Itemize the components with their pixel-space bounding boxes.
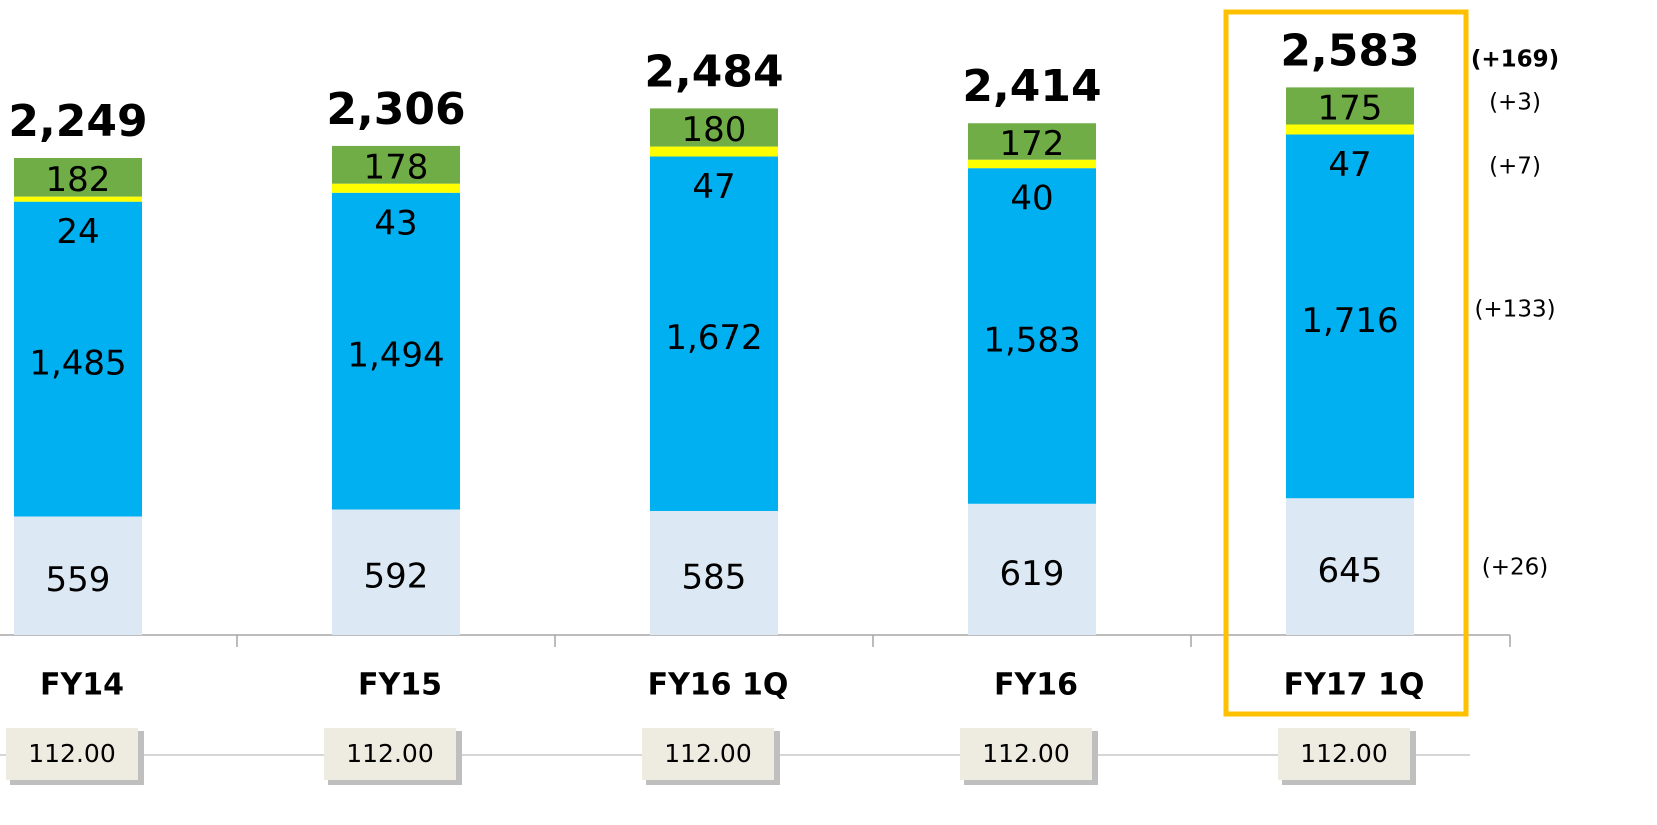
highlight-box — [1223, 9, 1469, 717]
change-label: (+26) — [1482, 555, 1548, 581]
rate-box — [324, 728, 456, 780]
x-tick-label: FY16 — [994, 668, 1078, 703]
bar-segment — [1286, 124, 1414, 135]
total-label: 2,583 — [1280, 25, 1419, 76]
segment-label: 1,485 — [29, 344, 126, 384]
rate-box — [642, 728, 774, 780]
x-tick-label: FY17 1Q — [1284, 668, 1425, 703]
change-label: (+169) — [1471, 47, 1559, 73]
segment-label: 178 — [364, 147, 429, 187]
segment-label: 592 — [364, 557, 429, 597]
bar-segment — [1286, 498, 1414, 635]
segment-label: 559 — [46, 560, 111, 600]
segment-label: 182 — [46, 160, 111, 200]
rate-label: 112.00 — [664, 739, 751, 768]
segment-label: 1,672 — [665, 318, 762, 358]
rate-label: 112.00 — [1300, 739, 1387, 768]
bar-segment — [968, 159, 1096, 169]
segment-label: 645 — [1318, 551, 1383, 591]
segment-label: 47 — [1328, 145, 1371, 185]
bar-segment — [650, 146, 778, 157]
bar-segment — [650, 156, 778, 511]
segment-label: 1,583 — [983, 320, 1080, 360]
segment-label: 172 — [1000, 124, 1065, 164]
bar-segment — [332, 509, 460, 635]
rate-box — [6, 728, 138, 780]
bar-segment — [968, 123, 1096, 160]
segment-label: 40 — [1010, 179, 1053, 219]
bar-segment — [332, 192, 460, 510]
bar-segment — [1286, 134, 1414, 499]
bar-segment — [332, 183, 460, 193]
segment-label: 1,716 — [1301, 301, 1398, 341]
rate-label: 112.00 — [346, 739, 433, 768]
segment-label: 47 — [692, 167, 735, 207]
rate-box — [960, 728, 1092, 780]
segment-label: 24 — [56, 212, 99, 252]
change-label: (+3) — [1489, 90, 1541, 116]
total-label: 2,249 — [8, 96, 147, 147]
bar-segment — [14, 516, 142, 635]
bar-segment — [14, 158, 142, 197]
x-tick-label: FY16 1Q — [648, 668, 789, 703]
segment-label: 43 — [374, 203, 417, 243]
segment-label: 585 — [682, 557, 747, 597]
bar-segment — [332, 145, 460, 184]
rate-label: 112.00 — [982, 739, 1069, 768]
bar-segment — [968, 503, 1096, 635]
total-label: 2,306 — [326, 84, 465, 135]
x-tick-label: FY14 — [40, 668, 124, 703]
segment-label: 175 — [1318, 88, 1383, 128]
bar-segment — [14, 201, 142, 517]
rate-box — [1278, 728, 1410, 780]
bar-segment — [1286, 87, 1414, 125]
bar-segment — [650, 108, 778, 147]
change-label: (+133) — [1474, 297, 1555, 323]
segment-label: 619 — [1000, 554, 1065, 594]
bar-segment — [14, 196, 142, 202]
bar-segment — [968, 168, 1096, 504]
rate-label: 112.00 — [28, 739, 115, 768]
x-tick-label: FY15 — [358, 668, 442, 703]
segment-label: 1,494 — [347, 336, 444, 376]
segment-label: 180 — [682, 110, 747, 150]
change-label: (+7) — [1489, 154, 1541, 180]
total-label: 2,414 — [962, 61, 1101, 112]
total-label: 2,484 — [644, 46, 783, 97]
bar-segment — [650, 510, 778, 635]
